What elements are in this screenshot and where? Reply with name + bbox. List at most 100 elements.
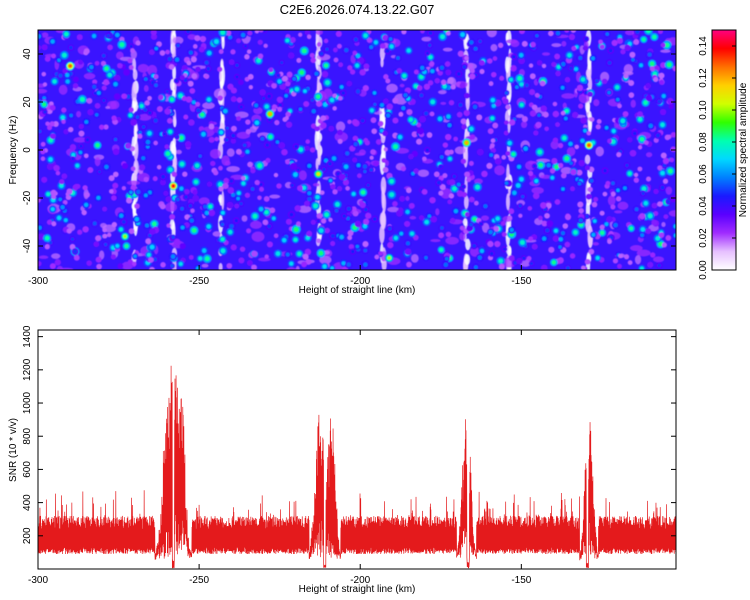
heatmap-cell (49, 263, 56, 270)
heatmap-cell-core (399, 231, 404, 236)
heatmap-cell-core (335, 202, 340, 207)
heatmap-cell-core (84, 202, 89, 207)
heatmap-cell-core (119, 42, 125, 48)
heatmap-cell-core (106, 34, 110, 38)
heatmap-cell (445, 69, 452, 76)
heatmap-cell-core (445, 257, 449, 261)
heatmap-cell (94, 60, 100, 66)
heatmap-cell-core (284, 94, 288, 98)
heatmap-streak-cell (132, 57, 137, 73)
heatmap-cell-core (38, 99, 42, 104)
heatmap-cell (112, 182, 119, 189)
heatmap-cell (548, 30, 554, 37)
heatmap-cell (461, 123, 468, 130)
heatmap-hotspot (68, 64, 73, 68)
heatmap-cell (535, 121, 542, 129)
heatmap-cell (66, 228, 72, 234)
heatmap-cell-core (138, 130, 142, 135)
heatmap-cell (165, 202, 178, 213)
heatmap-cell (386, 83, 398, 93)
heatmap-cell-core (188, 50, 193, 55)
heatmap-cell (430, 215, 438, 223)
heatmap-cell-core (324, 63, 329, 68)
heatmap-cell (50, 189, 57, 196)
heatmap-cell (645, 228, 652, 235)
heatmap-cell-core (605, 32, 609, 36)
heatmap-cell-core (78, 150, 83, 155)
heatmap-cell-core (462, 65, 467, 69)
heatmap-cell-core (604, 222, 609, 227)
heatmap-cell-core (203, 204, 208, 209)
heatmap-hotspot (123, 234, 127, 239)
heatmap-cell (106, 232, 112, 238)
heatmap-hotspot (387, 256, 392, 260)
heatmap-cell (550, 140, 559, 150)
heatmap-streak-cell (508, 246, 512, 257)
heatmap-cell-core (201, 248, 207, 253)
heatmap-cell (438, 232, 445, 239)
heatmap-cell-core (519, 82, 524, 87)
heatmap-cell (81, 209, 87, 216)
heatmap-cell-core (373, 102, 377, 107)
heatmap-cell (110, 254, 117, 260)
heatmap-cell-core (50, 39, 55, 44)
heatmap-cell (221, 155, 230, 166)
heatmap-cell (111, 221, 118, 228)
heatmap-cell (354, 220, 362, 228)
heatmap-cell-core (129, 44, 133, 48)
heatmap-cell (38, 45, 42, 51)
heatmap-cell (128, 64, 134, 70)
heatmap-cell (668, 103, 674, 110)
heatmap-cell (40, 149, 46, 155)
heatmap-cell-core (635, 30, 640, 34)
heatmap-cell-core (353, 37, 358, 42)
heatmap-cell (584, 258, 591, 265)
heatmap-cell (582, 45, 588, 51)
heatmap-streak-cell (218, 70, 222, 82)
heatmap-cell (490, 44, 498, 52)
heatmap-cell (351, 118, 359, 126)
heatmap-cell-core (196, 108, 201, 113)
heatmap-cell (121, 93, 128, 100)
heatmap-cell (130, 166, 136, 172)
heatmap-cell (672, 65, 676, 72)
heatmap-streak-cell (379, 45, 386, 61)
heatmap-cell-core (267, 118, 272, 122)
heatmap-cell-core (498, 258, 504, 264)
heatmap-cell-core (191, 227, 197, 233)
heatmap-cell (382, 166, 389, 173)
heatmap-cell-core (200, 112, 205, 117)
heatmap-cell (46, 163, 54, 171)
heatmap-cell-core (325, 47, 329, 51)
heatmap-cell-core (613, 222, 618, 228)
heatmap-y-tick-label: -40 (22, 238, 33, 253)
heatmap-cell-core (634, 207, 639, 212)
heatmap-cell (135, 40, 141, 46)
heatmap-cell (212, 231, 222, 237)
heatmap-cell (183, 114, 189, 120)
heatmap-cell-core (184, 195, 188, 199)
heatmap-cell (624, 30, 635, 36)
heatmap-cell-core (294, 87, 300, 92)
heatmap-cell (637, 166, 643, 172)
heatmap-cell-core (629, 226, 634, 231)
heatmap-cell-core (508, 77, 513, 82)
heatmap-cell-core (240, 32, 246, 38)
heatmap-cell (386, 103, 394, 110)
heatmap-streak-cell (465, 238, 471, 251)
heatmap-cell (607, 195, 616, 206)
heatmap-cell (305, 258, 312, 265)
heatmap-cell (111, 195, 117, 201)
heatmap-cell-core (178, 135, 184, 141)
heatmap-cell-core (660, 122, 665, 128)
heatmap-cell-core (236, 191, 241, 195)
heatmap-cell (541, 63, 547, 69)
heatmap-cell (490, 138, 496, 143)
heatmap-cell (148, 49, 155, 56)
heatmap-cell-core (293, 226, 299, 232)
heatmap-cell-core (298, 147, 304, 152)
heatmap-cell (82, 226, 89, 233)
heatmap-cell-core (523, 146, 528, 151)
heatmap-cell (468, 160, 474, 166)
